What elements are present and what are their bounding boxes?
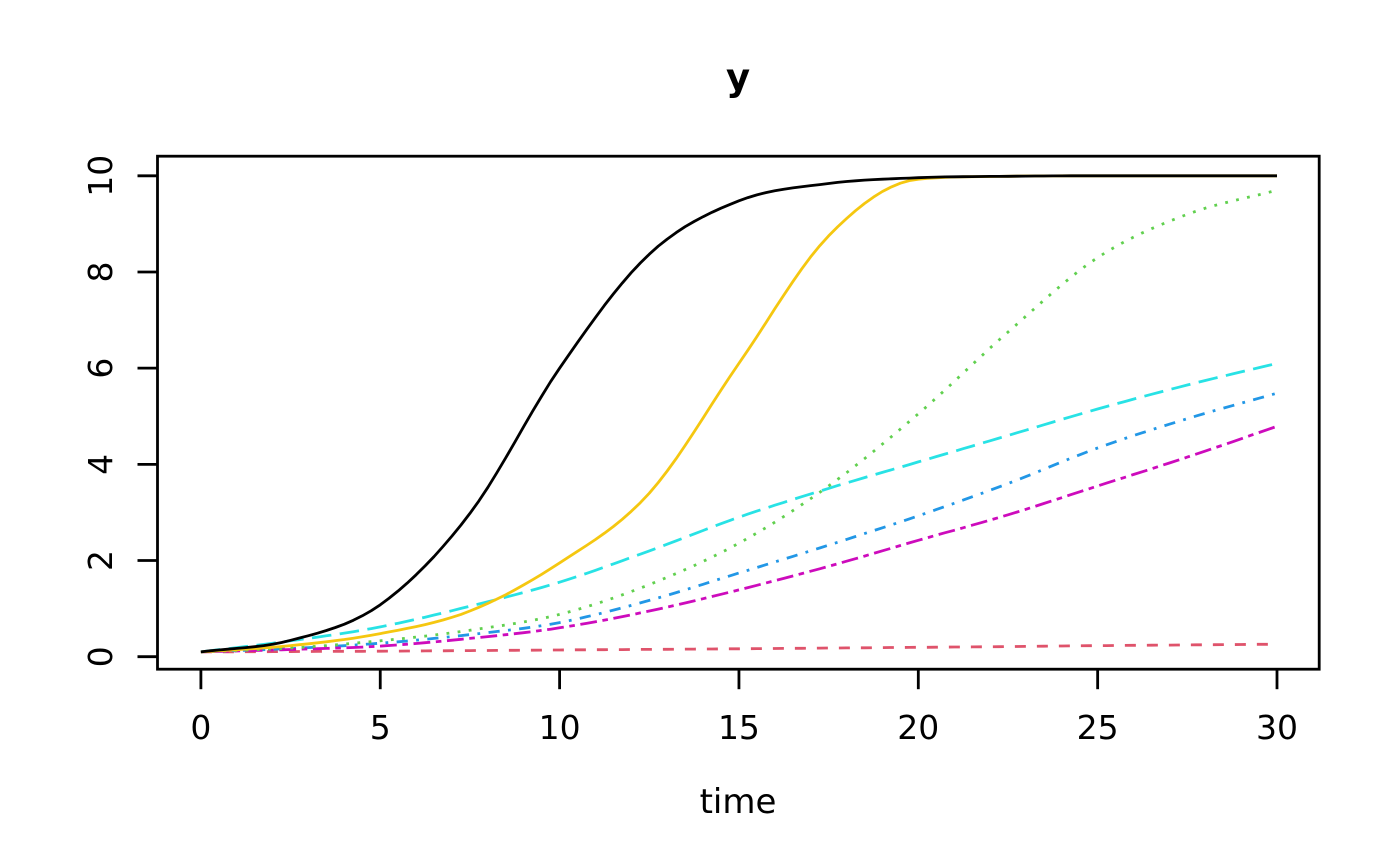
series-line-gold-solid xyxy=(200,174,1277,654)
series-line-green-dotted xyxy=(200,188,1278,654)
x-tick-label: 25 xyxy=(1077,708,1119,747)
x-axis-label: time xyxy=(699,782,777,822)
x-tick-label: 30 xyxy=(1256,708,1298,747)
y-tick-label: 10 xyxy=(81,155,120,197)
y-tick-label: 8 xyxy=(81,261,120,282)
series-line-blue-dotdash xyxy=(200,391,1278,654)
y-tick-label: 6 xyxy=(81,358,120,379)
x-tick-label: 15 xyxy=(718,708,760,747)
y-tick-label: 4 xyxy=(81,454,120,475)
x-tick-label: 20 xyxy=(897,708,939,747)
series-line-magenta-twodash xyxy=(200,424,1278,654)
x-tick-label: 10 xyxy=(539,708,581,747)
plot-title: y xyxy=(725,56,751,99)
series-line-cyan-longdash xyxy=(200,362,1278,654)
plot-box xyxy=(156,154,1321,671)
series-line-black-solid xyxy=(200,174,1277,654)
y-tick-label: 2 xyxy=(81,550,120,571)
x-tick-label: 5 xyxy=(370,708,391,747)
y-tick-label: 0 xyxy=(81,646,120,667)
series-line-salmon-dashed xyxy=(200,642,1278,654)
x-tick-label: 0 xyxy=(190,708,211,747)
